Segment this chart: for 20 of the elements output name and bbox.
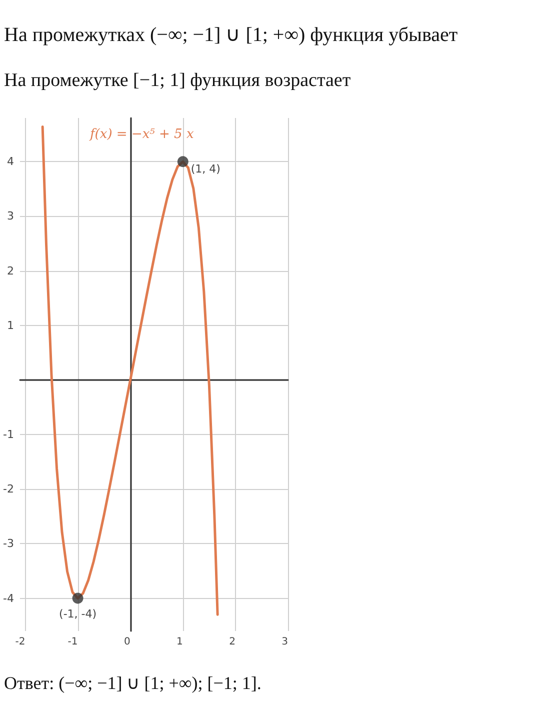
y-tick-label: 3: [6, 210, 14, 223]
series-label: f(x) = −x⁵ + 5 x: [89, 127, 194, 142]
y-tick-label: -2: [3, 482, 14, 496]
y-tick-label: -3: [3, 537, 14, 550]
annotation: (1, 4): [190, 162, 220, 176]
x-tick-label: 3: [282, 636, 288, 648]
y-tick-label: 2: [6, 264, 14, 278]
y-tick-label: 1: [6, 318, 14, 332]
y-tick-label: -1: [3, 428, 14, 442]
x-tick-label: 2: [229, 636, 236, 648]
chart-title: На промежутках (−∞; −1] ∪ [1; +∞) функция убывает: [4, 23, 458, 47]
text: Ответ: (−∞; −1] ∪ [1; +∞); [−1; 1].: [4, 672, 262, 694]
y-tick-label: 4: [6, 155, 14, 168]
x-tick-label: 1: [176, 636, 183, 648]
x-tick-label: -2: [15, 636, 26, 648]
x-tick-label: 0: [124, 636, 130, 648]
x-tick-label: -1: [68, 636, 78, 648]
annotation: (-1, -4): [59, 607, 97, 620]
y-tick-label: -4: [3, 592, 14, 605]
chart-subtitle: На промежутке [−1; 1] функция возрастает: [4, 70, 351, 92]
